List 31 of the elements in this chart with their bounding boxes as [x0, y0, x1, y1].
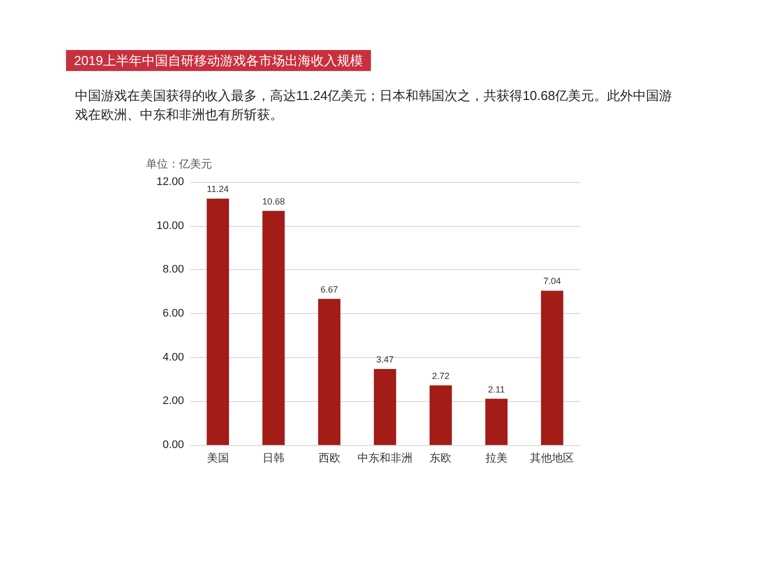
x-tick-label: 日韩 [262, 452, 285, 464]
y-tick-label: 8.00 [162, 264, 184, 276]
data-label: 7.04 [543, 276, 561, 286]
y-tick-label: 0.00 [162, 439, 184, 451]
bar [430, 385, 452, 445]
data-label: 10.68 [262, 196, 285, 206]
y-tick-label: 6.00 [162, 308, 184, 320]
y-tick-label: 10.00 [156, 220, 184, 232]
x-tick-label: 中东和非洲 [358, 452, 412, 464]
bar [541, 290, 564, 445]
data-label: 6.67 [320, 284, 338, 294]
bar [206, 198, 229, 445]
data-label: 11.24 [206, 184, 229, 194]
y-axis-title: 单位：亿美元 [146, 158, 212, 170]
data-label: 2.11 [488, 384, 505, 394]
data-label: 2.72 [432, 370, 450, 381]
bar [318, 298, 340, 445]
x-tick-label: 东欧 [430, 452, 452, 464]
bar [485, 398, 508, 445]
x-tick-label: 美国 [206, 452, 229, 464]
y-tick-label: 12.00 [156, 176, 184, 188]
y-tick-label: 4.00 [162, 351, 184, 364]
x-tick-label: 拉美 [485, 452, 508, 464]
x-tick-label: 西欧 [318, 452, 340, 464]
data-label: 3.47 [376, 354, 394, 364]
x-tick-label: 其他地区 [530, 452, 574, 464]
chart-title: 2019上半年中国自研移动游戏各市场出海收入规模 [74, 53, 363, 68]
bar [374, 368, 396, 445]
chart-subtitle: 中国游戏在美国获得的收入最多，高达11.24亿美元；日本和韩国次之，共获得10.68亿美元。此外中国游戏在欧洲、中东和非洲也有所斩获。 [75, 88, 672, 122]
y-tick-label: 2.00 [162, 395, 184, 408]
bar [262, 210, 285, 445]
